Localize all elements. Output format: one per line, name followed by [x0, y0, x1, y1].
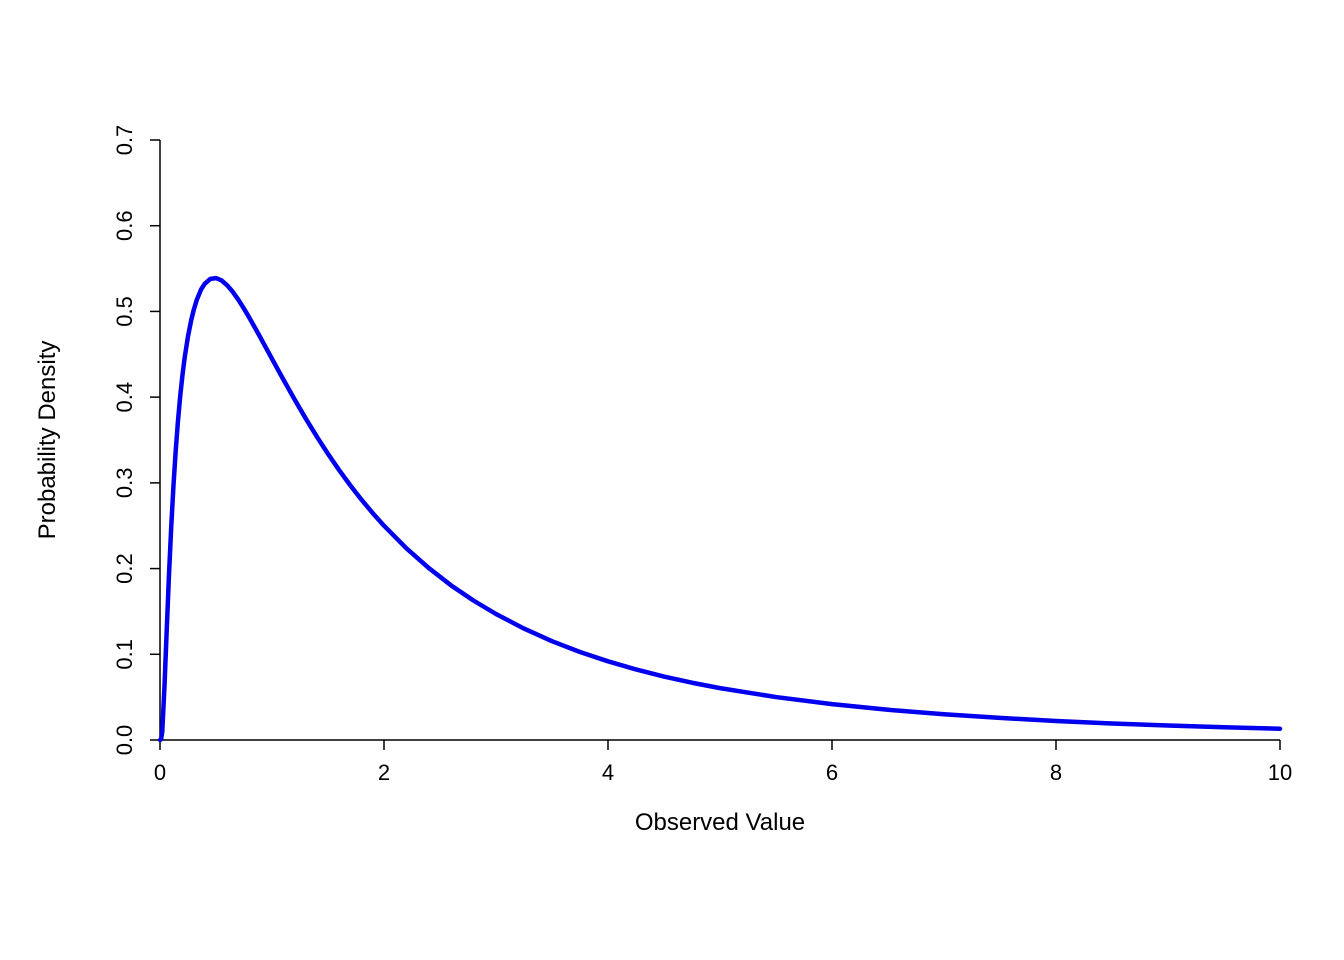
svg-text:10: 10 — [1268, 760, 1292, 785]
svg-text:0.5: 0.5 — [112, 296, 137, 327]
svg-text:0.3: 0.3 — [112, 468, 137, 499]
svg-text:0.7: 0.7 — [112, 125, 137, 156]
svg-text:0.1: 0.1 — [112, 639, 137, 670]
svg-text:4: 4 — [602, 760, 614, 785]
density-chart: 0 2 4 6 8 10 0.0 0.1 0.2 0.3 0.4 0.5 0.6 0.7 Observed … — [0, 0, 1344, 960]
svg-text:0: 0 — [154, 760, 166, 785]
svg-text:0.6: 0.6 — [112, 210, 137, 241]
svg-text:2: 2 — [378, 760, 390, 785]
chart-svg: 0 2 4 6 8 10 0.0 0.1 0.2 0.3 0.4 0.5 0.6 0.7 Observed … — [0, 0, 1344, 960]
svg-text:8: 8 — [1050, 760, 1062, 785]
svg-text:6: 6 — [826, 760, 838, 785]
svg-text:0.0: 0.0 — [112, 725, 137, 756]
svg-text:0.4: 0.4 — [112, 382, 137, 413]
svg-text:0.2: 0.2 — [112, 553, 137, 584]
svg-text:Probability Density: Probability Density — [34, 341, 61, 540]
svg-text:Observed Value: Observed Value — [635, 809, 805, 836]
